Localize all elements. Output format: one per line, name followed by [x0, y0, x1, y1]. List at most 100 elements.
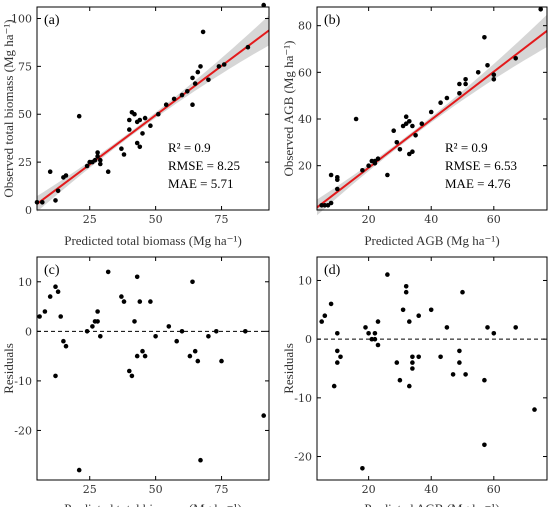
- data-point: [47, 294, 53, 299]
- data-point: [407, 383, 412, 389]
- data-point: [98, 157, 103, 163]
- data-point: [40, 200, 45, 205]
- data-point: [127, 368, 132, 374]
- data-point: [410, 123, 415, 129]
- data-point: [53, 373, 58, 379]
- data-point: [243, 329, 248, 334]
- data-point: [485, 63, 490, 68]
- data-point: [190, 279, 195, 285]
- y-tick-label: 20: [298, 160, 312, 173]
- data-point: [95, 150, 100, 155]
- data-point: [375, 342, 381, 348]
- panel-1: 25 50 75 0 25 50 75 100 (a) Predicted total bioma…: [1, 2, 270, 248]
- data-point: [179, 92, 185, 98]
- data-point: [63, 173, 69, 178]
- x-tick-label: 40: [424, 483, 438, 496]
- data-point: [491, 72, 497, 77]
- data-point: [319, 319, 325, 324]
- data-point: [397, 147, 403, 152]
- data-point: [400, 307, 406, 313]
- data-point: [403, 284, 409, 289]
- data-point: [98, 161, 103, 167]
- data-point: [119, 294, 124, 299]
- data-point: [366, 163, 371, 168]
- data-point: [322, 313, 328, 319]
- plot-frame: [36, 256, 270, 481]
- data-point: [457, 91, 462, 96]
- y-tick-label: -10: [294, 392, 312, 405]
- plot-frame: [36, 6, 270, 211]
- data-point: [216, 64, 222, 69]
- data-point: [53, 284, 58, 290]
- x-tick-label: 60: [487, 483, 501, 496]
- data-point: [61, 338, 66, 344]
- y-tick-label: 0: [25, 325, 32, 338]
- data-point: [457, 348, 462, 354]
- x-axis-label: Predicted total biomass (Mg ha⁻¹): [64, 501, 242, 507]
- x-tick-label: 75: [215, 483, 229, 496]
- data-point: [335, 331, 340, 336]
- data-point: [129, 373, 135, 379]
- data-point: [55, 188, 61, 194]
- data-point: [385, 272, 390, 277]
- data-point: [95, 309, 100, 314]
- data-point: [90, 324, 95, 329]
- data-point: [219, 358, 224, 364]
- data-point: [195, 69, 201, 75]
- data-point: [482, 35, 487, 40]
- data-point: [457, 360, 462, 365]
- data-point: [142, 115, 148, 121]
- data-point: [403, 114, 409, 119]
- data-point: [55, 289, 61, 295]
- data-point: [538, 7, 543, 12]
- data-point: [482, 377, 487, 383]
- data-point: [148, 123, 153, 128]
- data-point: [457, 81, 462, 87]
- data-point: [407, 119, 412, 124]
- data-point: [119, 146, 124, 151]
- x-tick-label: 40: [424, 213, 438, 226]
- data-point: [397, 377, 403, 383]
- data-point: [63, 343, 69, 349]
- data-point: [450, 372, 456, 377]
- y-tick-label: 60: [298, 66, 312, 79]
- stat-annotation: MAE = 4.76: [445, 176, 511, 191]
- y-axis-label: Observed AGB (Mg ha⁻¹): [281, 40, 296, 176]
- data-point: [132, 319, 137, 324]
- data-point: [261, 2, 267, 8]
- panel-label: (b): [324, 13, 341, 28]
- data-point: [416, 354, 422, 360]
- y-tick-label: 75: [18, 60, 32, 73]
- data-point: [134, 140, 140, 146]
- data-point: [360, 168, 365, 173]
- data-point: [328, 301, 334, 307]
- data-point: [463, 77, 468, 82]
- data-point: [127, 117, 132, 123]
- data-point: [335, 175, 340, 180]
- x-tick-label: 50: [149, 483, 163, 496]
- y-tick-label: 50: [18, 108, 32, 121]
- data-point: [444, 95, 450, 101]
- data-point: [338, 354, 343, 360]
- data-point: [438, 354, 443, 360]
- stat-annotation: R² = 0.9: [168, 140, 211, 155]
- data-point: [372, 336, 378, 342]
- data-point: [428, 307, 434, 313]
- data-point: [366, 331, 371, 336]
- data-point: [134, 353, 140, 359]
- y-tick-label: 0: [305, 333, 312, 346]
- y-tick-label: 25: [18, 156, 32, 169]
- panel-4: 20 40 60 -20 -10 0 10 (d) Predicted AGB (Mg ha⁻¹…: [281, 256, 548, 507]
- data-point: [132, 111, 137, 117]
- data-point: [335, 348, 340, 354]
- data-point: [413, 133, 418, 138]
- data-point: [121, 299, 127, 304]
- data-point: [190, 75, 195, 81]
- y-axis-label: Residuals: [281, 343, 296, 394]
- data-point: [84, 329, 90, 334]
- data-point: [140, 131, 145, 136]
- data-point: [403, 289, 409, 295]
- data-point: [403, 121, 409, 126]
- data-point: [372, 161, 378, 166]
- y-tick-label: -20: [14, 424, 32, 437]
